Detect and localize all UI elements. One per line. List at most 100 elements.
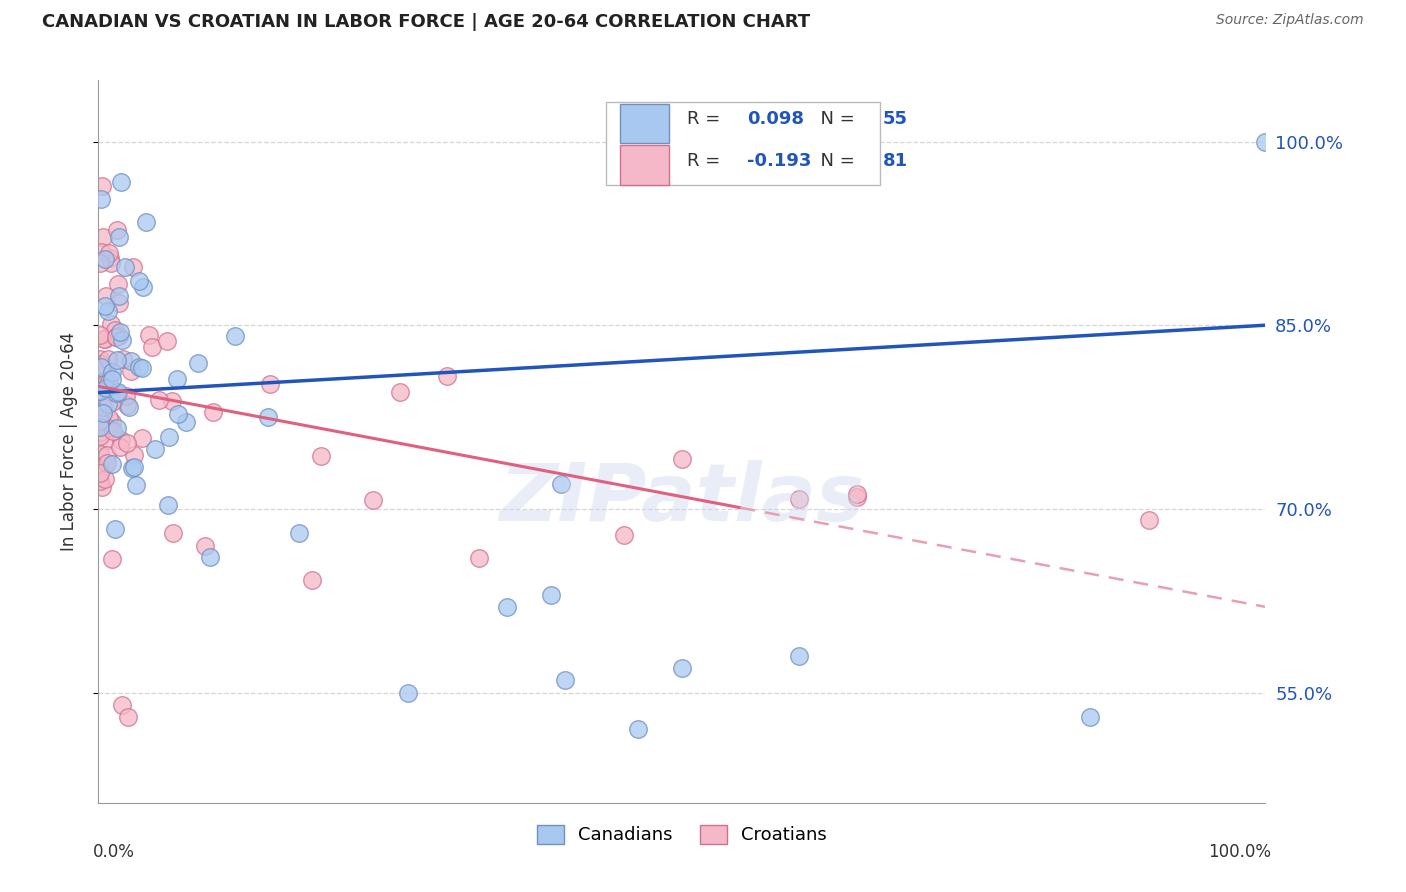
Point [198,549,221,564]
Text: N =: N = [808,152,860,170]
Point [100,256,122,270]
Point [96,456,118,470]
Point [91,179,114,194]
Point [93,458,115,473]
Point [115,436,138,450]
Point [89,420,111,434]
Point [108,325,131,339]
Point [128,360,150,375]
Point [114,260,136,274]
Point [110,334,132,348]
Text: Source: ZipAtlas.com: Source: ZipAtlas.com [1216,13,1364,28]
Point [89,384,111,398]
Point [122,459,145,474]
Point [187,356,209,370]
Point [89,429,111,443]
Point [311,449,333,463]
Point [101,552,124,566]
Point [135,214,157,228]
Point [89,352,111,367]
Point [104,385,127,400]
Point [115,398,138,412]
Point [100,372,122,386]
Point [201,405,224,419]
Point [1254,135,1277,149]
Point [107,384,129,399]
Point [94,252,117,267]
Point [105,421,128,435]
Text: N =: N = [808,111,860,128]
Point [110,433,132,447]
Point [114,389,136,403]
Point [93,472,115,486]
Point [846,486,869,500]
FancyBboxPatch shape [620,145,669,185]
Point [100,317,122,331]
Point [613,528,636,542]
Point [96,289,118,303]
Point [162,526,184,541]
Point [174,416,197,430]
Text: R =: R = [686,152,725,170]
Text: 100.0%: 100.0% [1208,843,1271,861]
Point [97,351,120,366]
Point [91,400,114,414]
Point [107,229,129,244]
Point [108,328,131,343]
Point [121,364,143,378]
Point [107,289,129,303]
Point [91,406,114,420]
Point [671,661,693,675]
Point [550,477,572,491]
Point [301,573,323,587]
Point [122,449,145,463]
Point [101,394,124,409]
Point [89,474,111,488]
Point [90,359,112,374]
Point [389,384,412,399]
FancyBboxPatch shape [620,103,669,144]
Point [97,246,120,260]
Point [554,673,576,688]
Point [105,330,128,344]
Point [540,588,562,602]
Point [104,323,127,337]
Point [97,397,120,411]
Point [94,299,117,313]
Point [117,710,139,724]
Point [131,280,153,294]
Point [131,431,153,445]
Point [361,492,384,507]
Point [121,260,143,274]
Point [98,251,121,265]
Point [257,410,280,425]
Point [96,304,118,318]
Point [89,328,111,343]
Text: ZIPatlas: ZIPatlas [499,460,865,539]
Point [131,361,153,376]
Point [138,328,160,343]
Point [496,599,519,614]
Text: CANADIAN VS CROATIAN IN LABOR FORCE | AGE 20-64 CORRELATION CHART: CANADIAN VS CROATIAN IN LABOR FORCE | AG… [42,13,810,31]
Point [120,354,142,368]
Point [93,359,115,374]
Point [90,480,112,494]
Point [91,229,114,244]
Point [98,410,121,425]
Point [89,255,111,269]
Y-axis label: In Labor Force | Age 20-64: In Labor Force | Age 20-64 [59,332,77,551]
Point [93,332,115,346]
Point [105,223,128,237]
Point [160,393,183,408]
Point [166,372,188,386]
Point [101,424,124,438]
Text: 81: 81 [883,152,908,170]
Point [105,329,128,343]
Text: 0.0%: 0.0% [93,843,135,861]
Point [89,411,111,425]
Point [96,376,118,390]
Text: 55: 55 [883,111,908,128]
Point [97,376,120,390]
Point [100,415,122,429]
Point [627,723,650,737]
